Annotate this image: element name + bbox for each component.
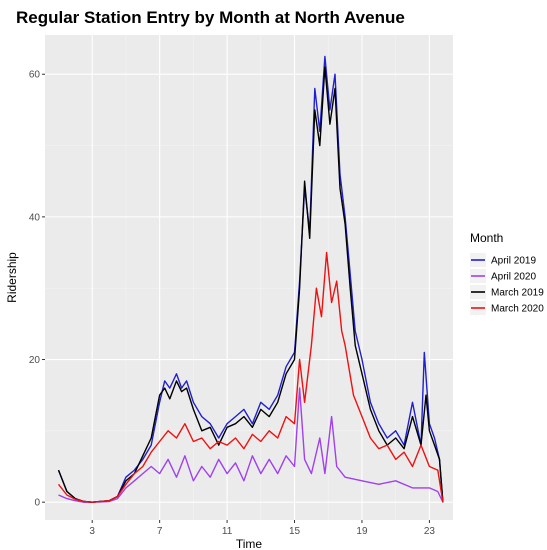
legend-label: March 2019 <box>491 288 544 299</box>
x-tick-label: 11 <box>222 526 233 537</box>
y-tick-label: 60 <box>29 70 41 81</box>
x-tick-label: 15 <box>289 526 301 537</box>
legend-title: Month <box>470 231 503 245</box>
y-axis-title: Ridership <box>5 252 19 303</box>
x-tick-label: 7 <box>157 526 163 537</box>
series-line-april-2020 <box>58 387 444 503</box>
legend: Month April 2019 April 2020 March 2019 Marc… <box>470 231 544 315</box>
legend-label: April 2019 <box>491 256 536 267</box>
legend-label: March 2020 <box>491 304 544 315</box>
series-line-march-2020 <box>57 251 444 503</box>
y-tick-label: 0 <box>34 498 40 509</box>
series-line-april-2019 <box>57 55 444 503</box>
y-tick-label: 40 <box>29 212 41 223</box>
major-gridlines <box>45 35 453 520</box>
chart-title: Regular Station Entry by Month at North … <box>16 8 405 27</box>
y-tick-label: 20 <box>29 355 41 366</box>
series-lines <box>57 55 444 503</box>
y-tick-labels: 0 20 40 60 <box>29 70 41 509</box>
minor-gridlines <box>45 35 453 520</box>
plot-panel <box>45 35 453 520</box>
axis-ticks <box>42 73 430 523</box>
x-tick-label: 23 <box>424 526 436 537</box>
x-tick-label: 3 <box>89 526 95 537</box>
legend-label: April 2020 <box>491 272 536 283</box>
x-tick-labels: 3 7 11 15 19 23 <box>89 526 435 537</box>
legend-items: April 2019 April 2020 March 2019 March 2020 <box>470 253 544 315</box>
x-tick-label: 19 <box>356 526 368 537</box>
x-axis-title: Time <box>236 537 263 550</box>
